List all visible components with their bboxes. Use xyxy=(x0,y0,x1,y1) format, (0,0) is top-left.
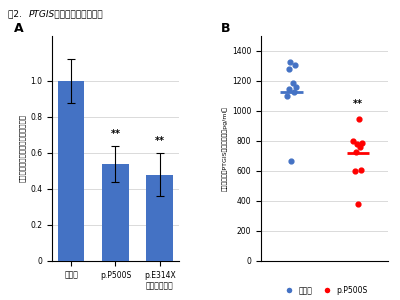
Point xyxy=(291,62,298,67)
Text: **: ** xyxy=(155,136,165,146)
Point xyxy=(352,169,358,173)
Point xyxy=(289,80,296,85)
Point xyxy=(355,202,361,206)
Point xyxy=(353,149,359,154)
Y-axis label: 化学発光による細胞内タンパク発現: 化学発光による細胞内タンパク発現 xyxy=(19,115,26,182)
Point xyxy=(285,67,292,71)
Text: **: ** xyxy=(110,129,120,139)
Text: B: B xyxy=(221,22,230,35)
Point xyxy=(291,89,297,94)
Point xyxy=(288,158,294,163)
Bar xyxy=(146,175,173,261)
Legend: 野生型, p.P500S: 野生型, p.P500S xyxy=(278,283,371,298)
Text: **: ** xyxy=(353,100,363,110)
Point xyxy=(359,140,365,145)
Point xyxy=(356,116,362,121)
Point xyxy=(293,85,299,89)
Text: A: A xyxy=(14,22,24,35)
Bar xyxy=(102,164,129,261)
Point xyxy=(287,59,293,64)
Text: PTGIS遺伝子変異の解析例: PTGIS遺伝子変異の解析例 xyxy=(29,9,104,18)
Y-axis label: 培養上清中のPTGIS合成産物量（pg/ml）: 培養上清中のPTGIS合成産物量（pg/ml） xyxy=(222,106,228,191)
Point xyxy=(354,142,360,146)
Point xyxy=(350,139,356,143)
Point xyxy=(358,167,364,172)
Bar xyxy=(58,81,84,261)
Point xyxy=(286,86,292,91)
Point xyxy=(357,145,363,149)
Point xyxy=(284,94,290,98)
Text: 図2.: 図2. xyxy=(8,9,25,18)
